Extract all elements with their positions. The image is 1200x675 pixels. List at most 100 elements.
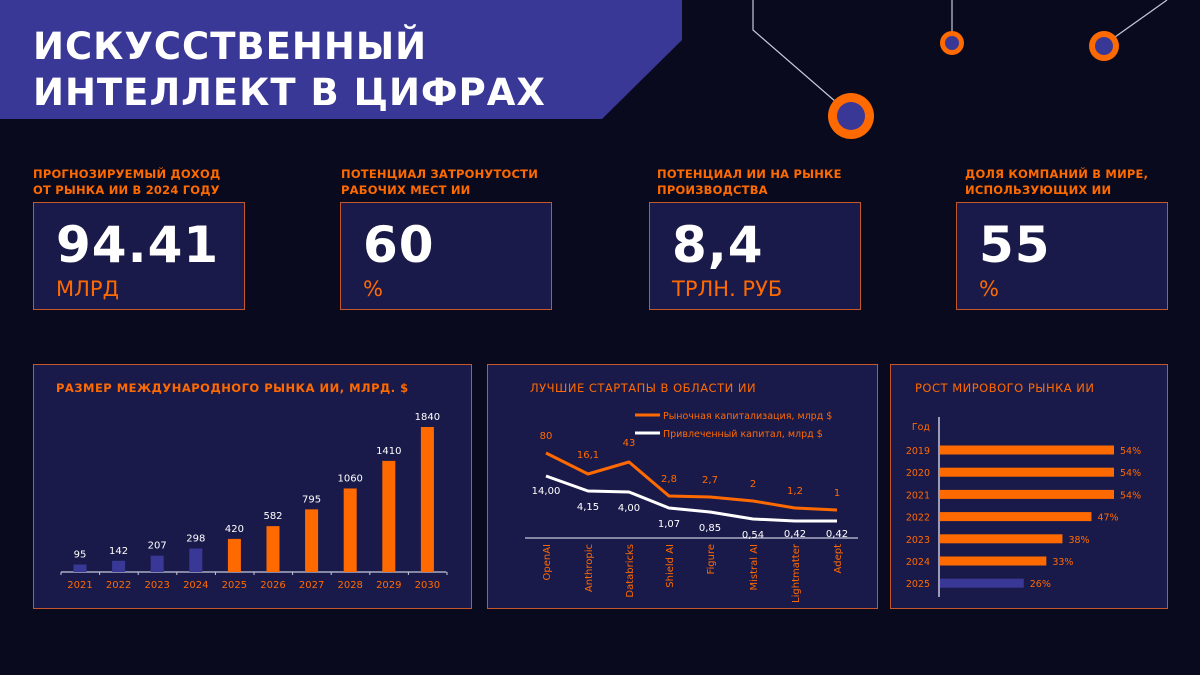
y-tick-label: 2019 [906, 446, 930, 457]
bar-value-label: 795 [302, 494, 321, 505]
title-banner [0, 0, 682, 119]
bar [73, 564, 87, 572]
bar-value-label: 1060 [337, 473, 362, 484]
point-label-market-cap: 16,1 [577, 450, 599, 461]
kpi-label-line: использующих ИИ [965, 183, 1112, 197]
x-tick-label: OpenAI [542, 544, 553, 581]
hbar [940, 556, 1047, 566]
circuit-line [752, 0, 852, 116]
kpi-label-line: рабочих мест ИИ [341, 183, 471, 197]
point-label-market-cap: 80 [540, 431, 553, 442]
point-label-raised-capital: 4,15 [577, 502, 599, 513]
hbar-value-label: 33% [1052, 557, 1073, 568]
bar [382, 460, 396, 572]
x-tick-label: Mistral AI [749, 544, 760, 591]
kpi-card-manufacturing: 8,4 трлн. руб [649, 202, 861, 310]
x-tick-label: Databricks [625, 544, 636, 598]
market-size-bar-chart: 95 2021 142 2022 207 2023 298 2024 420 2025 582 202… [60, 412, 448, 591]
page-title: Искусственный интеллект в цифрах [33, 24, 546, 116]
chart-title: Рост мирового рынка ИИ [915, 381, 1095, 395]
x-tick-label: 2030 [415, 580, 440, 591]
hbar-value-label: 54% [1120, 446, 1141, 457]
circuit-line [1114, 0, 1168, 38]
hbar [940, 578, 1024, 588]
point-label-market-cap: 1 [834, 488, 840, 499]
bar [343, 488, 357, 572]
kpi-unit: млрд [56, 277, 119, 301]
kpi-unit: трлн. руб [672, 277, 783, 301]
kpi-label-line: Потенциал ИИ на рынке [657, 167, 842, 181]
hbar-value-label: 26% [1030, 579, 1051, 590]
hbar [940, 467, 1114, 477]
chart-title: Лучшие стартапы в области ИИ [530, 381, 757, 395]
bar [112, 560, 126, 572]
point-label-raised-capital: 4,00 [618, 503, 640, 514]
bar-value-label: 420 [225, 524, 244, 535]
x-tick-label: Shield AI [665, 544, 676, 588]
node-circle-icon [940, 31, 964, 55]
legend-label: Привлеченный капитал, млрд $ [663, 429, 823, 440]
point-label-market-cap: 1,2 [787, 486, 803, 497]
chart-title: Размер международного рынка ИИ, млрд. $ [56, 381, 409, 395]
point-label-raised-capital: 0,42 [826, 529, 848, 540]
kpi-card-companies: 55 % [956, 202, 1168, 310]
point-label-raised-capital: 0,85 [699, 523, 721, 534]
line-market-cap [545, 451, 838, 512]
hbar-value-label: 47% [1097, 513, 1118, 524]
point-label-raised-capital: 14,00 [532, 486, 561, 497]
kpi-label-jobs: Потенциал затронутости рабочих мест ИИ [341, 166, 538, 198]
bar-value-label: 142 [109, 546, 128, 557]
x-tick-label: 2026 [260, 580, 285, 591]
x-tick-label: Lightmatter [791, 543, 802, 603]
point-label-raised-capital: 1,07 [658, 519, 680, 530]
kpi-value: 55 [979, 216, 1051, 274]
market-size-chart-panel: Размер международного рынка ИИ, млрд. $ … [33, 364, 472, 609]
kpi-value: 94.41 [56, 216, 220, 274]
kpi-label-line: Прогнозируемый доход [33, 167, 221, 181]
bar-value-label: 95 [74, 550, 87, 561]
startups-line-chart: Рыночная капитализация, млрд $ Привлеченн… [525, 411, 858, 603]
point-label-market-cap: 43 [623, 438, 636, 449]
bar-value-label: 1410 [376, 446, 401, 457]
x-tick-label: Figure [706, 544, 717, 575]
market-growth-hbar-chart: Год 2019 54% 2020 54% 2021 54% 2022 47% 2023 38% 20… [906, 417, 1141, 597]
x-tick-label: 2023 [144, 580, 169, 591]
kpi-label-line: производства [657, 183, 768, 197]
hbar [940, 534, 1063, 544]
bar [420, 427, 434, 572]
x-tick-label: Anthropic [584, 544, 595, 592]
y-tick-label: 2022 [906, 513, 930, 524]
point-label-raised-capital: 0,42 [784, 529, 806, 540]
legend-label: Рыночная капитализация, млрд $ [663, 411, 832, 422]
y-tick-label: 2020 [906, 468, 930, 479]
kpi-value: 8,4 [672, 216, 764, 274]
y-axis-header: Год [912, 422, 931, 433]
hbar-value-label: 54% [1120, 468, 1141, 479]
x-tick-label: 2021 [67, 580, 92, 591]
kpi-label-line: от рынка ИИ в 2024 году [33, 183, 220, 197]
kpi-label-line: Доля компаний в мире, [965, 167, 1149, 181]
page-title-line1: Искусственный [33, 25, 428, 68]
market-growth-chart-panel: Рост мирового рынка ИИ Год 2019 54% 2020 54%… [890, 364, 1168, 609]
startups-chart-panel: Лучшие стартапы в области ИИ Рыночная ка… [487, 364, 878, 609]
x-tick-label: 2025 [222, 580, 247, 591]
bar [305, 509, 319, 572]
hbar [940, 445, 1114, 455]
kpi-card-jobs: 60 % [340, 202, 552, 310]
kpi-label-line: Потенциал затронутости [341, 167, 539, 181]
x-tick-label: 2029 [376, 580, 401, 591]
page-title-line2: интеллект в цифрах [33, 71, 546, 114]
hbar-value-label: 38% [1068, 535, 1089, 546]
kpi-label-manufacturing: Потенциал ИИ на рынке производства [657, 166, 842, 198]
x-tick-label: 2022 [106, 580, 131, 591]
bar [189, 548, 203, 572]
kpi-label-revenue: Прогнозируемый доход от рынка ИИ в 2024 … [33, 166, 220, 198]
bar [227, 538, 241, 572]
kpi-unit: % [363, 277, 383, 301]
y-tick-label: 2025 [906, 579, 930, 590]
kpi-card-revenue: 94.41 млрд [33, 202, 245, 310]
kpi-unit: % [979, 277, 999, 301]
kpi-value: 60 [363, 216, 435, 274]
x-tick-label: 2027 [299, 580, 324, 591]
kpi-label-companies: Доля компаний в мире, использующих ИИ [965, 166, 1148, 198]
